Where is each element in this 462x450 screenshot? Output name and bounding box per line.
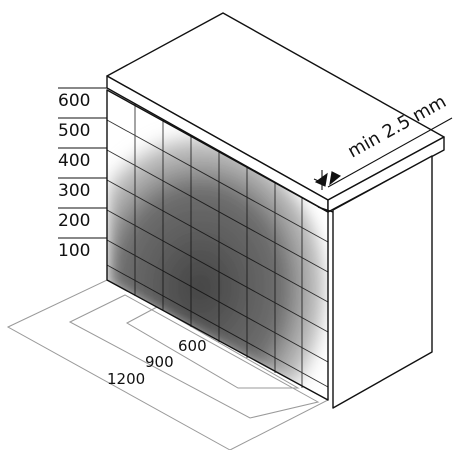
scale-label-300: 300 <box>58 181 90 201</box>
distance-label-1200: 1200 <box>107 370 145 388</box>
front-grid <box>106 104 329 388</box>
distance-label-900: 900 <box>145 353 174 371</box>
scale-label-200: 200 <box>58 211 90 231</box>
scale-label-400: 400 <box>58 151 90 171</box>
cabinet-front <box>106 89 329 401</box>
zone-900 <box>68 294 320 419</box>
scale-label-500: 500 <box>58 121 90 141</box>
dimension-arrow-icon <box>314 172 328 187</box>
cabinet-side <box>332 155 433 409</box>
zone-600 <box>125 306 300 389</box>
cabinet-edge-side <box>327 136 445 213</box>
overhang-dimension <box>313 117 453 190</box>
distance-label-600: 600 <box>178 337 207 355</box>
scale-labels: 600 500 400 300 200 100 <box>58 91 90 261</box>
scale-lines <box>58 87 107 239</box>
distance-labels: 600 900 1200 <box>107 337 207 388</box>
cabinet-body <box>106 12 445 409</box>
scale-label-600: 600 <box>58 91 90 111</box>
scale-label-100: 100 <box>58 241 90 261</box>
dimension-arrow-icon <box>329 171 342 186</box>
